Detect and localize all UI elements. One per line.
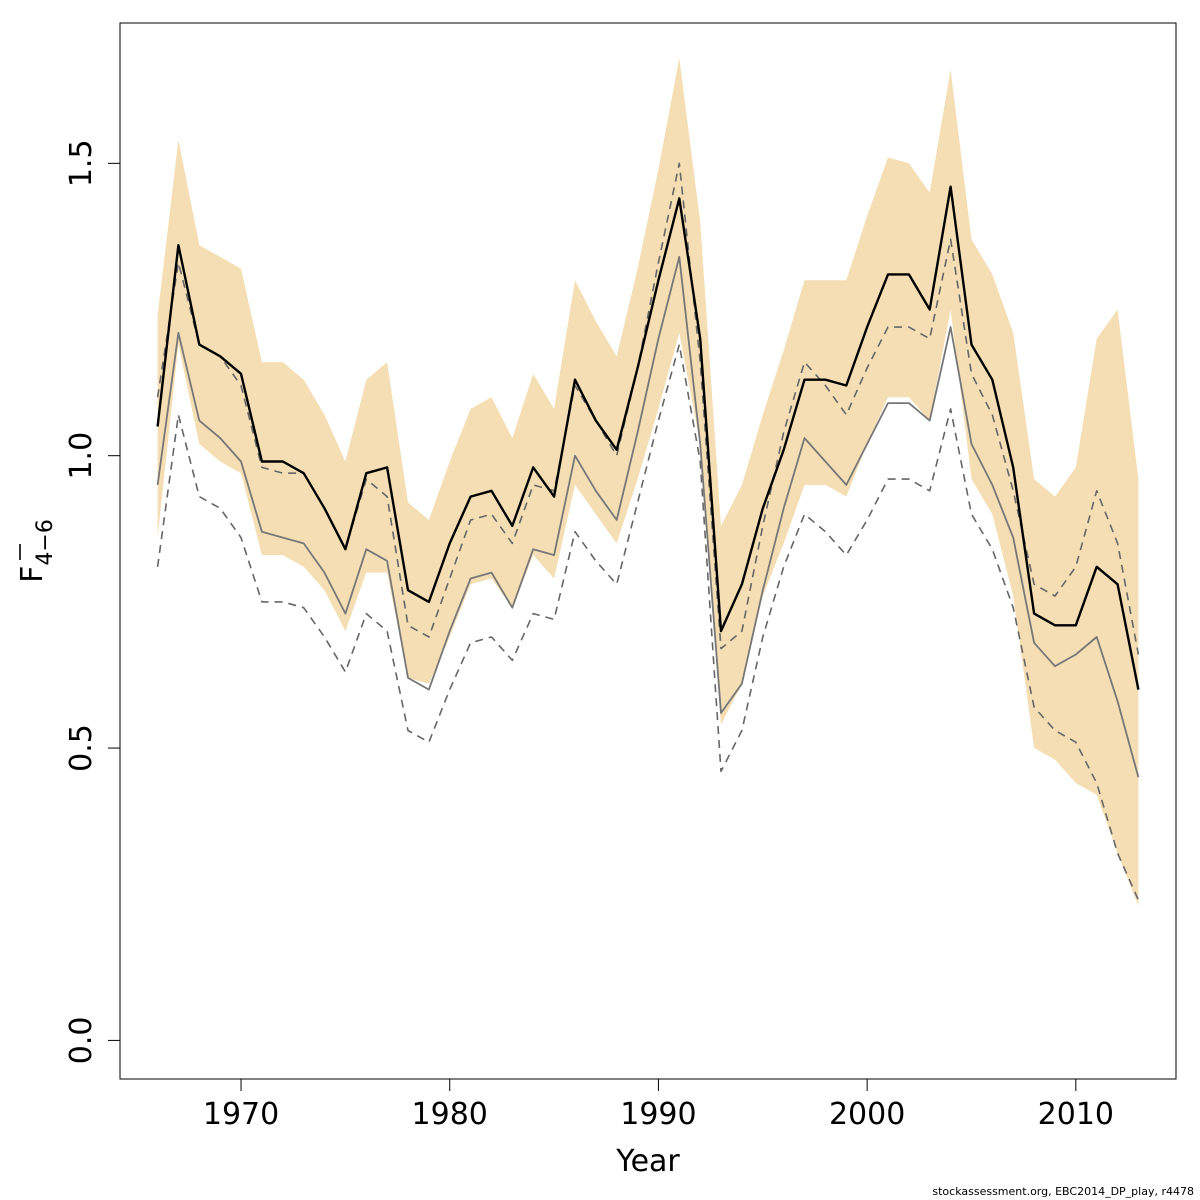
lower-dashed-line: [156, 343, 1140, 901]
y-tick-label: 1.0: [64, 432, 99, 480]
footer-credit: stockassessment.org, EBC2014_DP_play, r4…: [932, 1185, 1194, 1198]
series-layer: [156, 162, 1140, 901]
reference-line: [156, 255, 1140, 778]
confidence-band: [157, 58, 1139, 906]
x-axis: 1970 1980 1990 2000 2010: [203, 1079, 1114, 1132]
y-axis-title: F4−6: [15, 519, 58, 583]
confidence-band-layer: [157, 58, 1139, 906]
plot-frame: [119, 22, 1177, 1080]
x-tick-label: 2000: [829, 1097, 905, 1132]
x-tick-label: 1970: [203, 1097, 279, 1132]
y-axis-title-group: F4−6: [15, 519, 58, 583]
estimate-line: [156, 185, 1140, 690]
x-tick-label: 2010: [1038, 1097, 1114, 1132]
y-tick-label: 1.5: [64, 139, 99, 187]
y-tick-label: 0.5: [64, 724, 99, 772]
x-tick-label: 1980: [412, 1097, 488, 1132]
x-axis-title: Year: [615, 1144, 680, 1179]
y-axis: 0.0 0.5 1.0 1.5: [64, 139, 120, 1064]
y-axis-title-subscript: 4−6: [33, 519, 58, 565]
y-tick-label: 0.0: [64, 1017, 99, 1065]
y-axis-title-main: F: [15, 566, 50, 583]
x-tick-label: 1990: [620, 1097, 696, 1132]
